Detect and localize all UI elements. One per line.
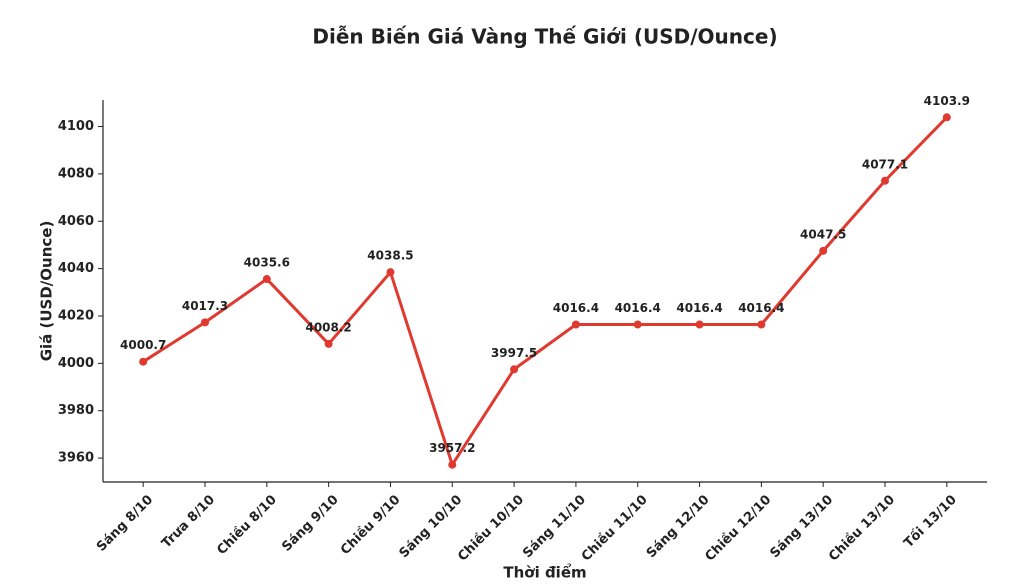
y-tick-label: 4100 [58,119,94,134]
y-axis-label: Giá (USD/Ounce) [38,221,56,362]
x-tick-label: Chiều 8/10 [214,492,280,558]
y-tick-label: 3960 [58,451,94,466]
point [819,246,828,255]
chart-title: Diễn Biến Giá Vàng Thế Giới (USD/Ounce) [312,25,777,49]
point [757,320,766,329]
point [262,275,271,284]
point [201,318,209,327]
data-label: 4103.9 [924,94,970,108]
x-tick-label: Sáng 8/10 [94,492,156,554]
data-label: 4038.5 [367,249,413,263]
data-label: 4047.5 [800,227,846,241]
x-axis-label: Thời điểm [503,563,586,582]
point [633,320,642,329]
y-tick-label: 4080 [58,166,94,181]
x-tick-label: Chiều 9/10 [338,492,404,558]
data-label: 4016.4 [738,301,784,315]
x-tick-label: Sáng 12/10 [644,492,713,561]
y-tick-label: 4060 [58,214,94,229]
point [386,268,395,277]
x-tick-label: Chiều 11/10 [579,492,651,564]
point [510,365,519,374]
x-tick-label: Sáng 11/10 [520,492,589,561]
data-label: 4016.4 [615,301,661,315]
x-tick-label: Sáng 10/10 [397,492,466,561]
data-label: 4008.2 [305,320,351,334]
data-label: 4017.3 [182,299,228,313]
x-tick-label: Chiều 13/10 [826,492,898,564]
data-label: 3957.2 [429,441,475,455]
y-tick-label: 4000 [58,356,94,371]
x-tick-label: Chiều 10/10 [455,492,527,564]
x-tick-label: Chiều 12/10 [702,492,774,564]
y-tick-label: 4020 [58,308,94,323]
data-label: 4035.6 [244,256,290,270]
data-label: 3997.5 [491,346,537,360]
data-label: 4016.4 [553,301,599,315]
x-tick-label: Tối 13/10 [901,492,959,550]
line [142,116,948,467]
y-tick-label: 4040 [58,261,94,276]
point [881,176,889,185]
point [942,113,951,122]
point [571,320,580,329]
x-tick-label: Trưa 8/10 [159,492,218,551]
point [324,339,333,348]
point [139,357,148,366]
point [448,460,457,469]
x-tick-label: Sáng 9/10 [279,492,341,554]
x-tick-label: Sáng 13/10 [768,492,837,561]
data-label: 4077.1 [862,157,908,171]
point [695,320,704,329]
y-tick-label: 3980 [58,403,94,418]
data-label: 4000.7 [120,338,166,352]
data-label: 4016.4 [676,301,722,315]
